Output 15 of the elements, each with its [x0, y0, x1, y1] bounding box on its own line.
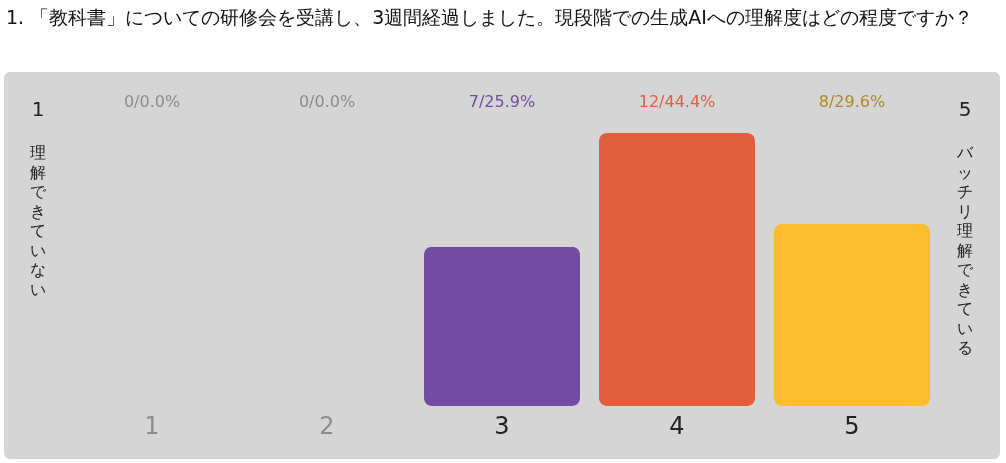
data-label: 8/29.6%: [818, 92, 886, 111]
data-label: 12/44.4%: [638, 92, 716, 111]
text: バッチリ理解できている: [957, 143, 973, 357]
data-label: 0/0.0%: [123, 92, 181, 111]
chart-title: 1. 「教科書」についての研修会を受講し、3週間経過しました。現段階での生成AIへの理解度はどの程度ですか？: [6, 6, 973, 28]
x-tick-label: 1: [144, 411, 160, 440]
text: 5: [958, 97, 972, 121]
x-tick-label: 3: [494, 411, 510, 440]
text: 1: [31, 97, 45, 121]
x-tick-label: 5: [844, 411, 860, 440]
text: 理解できていない: [30, 143, 47, 299]
x-tick-label: 4: [669, 411, 685, 440]
data-label: 0/0.0%: [298, 92, 356, 111]
x-tick-label: 2: [319, 411, 335, 440]
data-label: 7/25.9%: [468, 92, 536, 111]
